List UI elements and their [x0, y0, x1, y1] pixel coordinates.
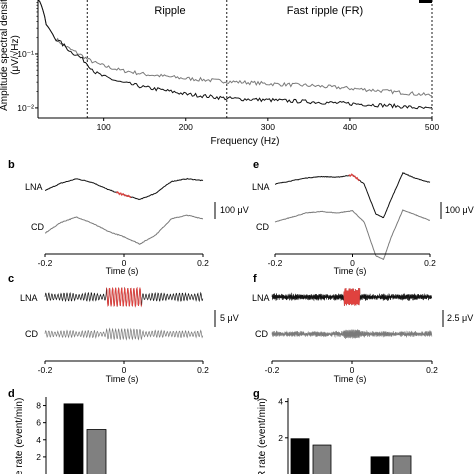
spectrum-line-cd: [37, 0, 433, 97]
time-tick-label: -0.2: [268, 258, 283, 268]
time-tick-label: 0: [122, 258, 127, 268]
panel-c-row-label-lna: LNA: [20, 293, 38, 303]
panel-d-ylabel: le rate (event/min): [14, 398, 25, 474]
panel-c-plot: -0.2 0 0.2: [38, 286, 209, 375]
rate-bar-cd: [86, 429, 107, 474]
spectrum-line-lna: [37, 0, 433, 110]
y-tick-label: 8: [36, 401, 41, 411]
panel-b-scale-label: 100 μV: [220, 205, 249, 215]
time-tick-label: 0: [350, 365, 355, 375]
x-tick-label: 400: [343, 122, 357, 132]
panel-b-average-ripple: b LNA CD -0.2 0 0.2 100 μV Time (s): [8, 159, 249, 276]
panel-f-label: f: [253, 273, 257, 285]
y-tick-label: 2: [278, 433, 283, 443]
detected-event-highlight: [348, 173, 360, 182]
panel-b-row-label-cd: CD: [31, 222, 44, 232]
average-trace-cd: [44, 214, 203, 245]
legend-fragment: [419, 0, 432, 3]
y-tick-label: 6: [36, 418, 41, 428]
filtered-trace-cd: [44, 327, 204, 341]
panel-e-scale-label: 100 μV: [445, 205, 474, 215]
time-tick-label: 0.2: [424, 258, 436, 268]
y-tick-label: 4: [278, 397, 283, 407]
panel-g-ylabel: R rate (event/min): [257, 398, 268, 474]
panel-a-ylabel-line1: Amplitude spectral densit: [0, 0, 10, 111]
panel-a-xlabel: Frequency (Hz): [211, 136, 280, 147]
time-tick-label: 0: [350, 258, 355, 268]
panel-e-row-label-cd: CD: [256, 222, 269, 232]
panel-g-label: g: [253, 388, 260, 400]
panel-f-row-label-lna: LNA: [252, 293, 270, 303]
panel-c-scale-label: 5 μV: [220, 313, 239, 323]
panel-e-average-fast-ripple: e LNA CD -0.2 0 0.2 100 μV Time (s): [252, 159, 474, 276]
panel-f-plot: -0.2 0 0.2: [265, 288, 438, 375]
panel-f-scale-label: 2.5 μV: [447, 313, 473, 323]
panel-e-label: e: [253, 159, 259, 171]
filtered-trace-cd: [271, 329, 433, 339]
panel-d-label: d: [8, 388, 15, 400]
y-tick-label: 10⁻¹: [17, 49, 34, 59]
panel-e-row-label-lna: LNA: [252, 182, 270, 192]
panel-b-label: b: [8, 159, 15, 171]
panel-c-xlabel: Time (s): [106, 374, 139, 384]
panel-f-filtered-fast-ripple: f LNA CD -0.2 0 0.2 2.5 μV Time (s): [252, 273, 473, 384]
panel-b-plot: -0.2 0 0.2: [38, 177, 209, 268]
band-label-ripple: Ripple: [154, 5, 185, 17]
average-trace-lna: [44, 177, 204, 201]
panel-a-ylabel: Amplitude spectral densit (μV/√Hz): [0, 0, 21, 111]
time-tick-label: -0.2: [265, 365, 280, 375]
x-tick-label: 200: [179, 122, 193, 132]
time-tick-label: -0.2: [38, 365, 53, 375]
panel-a-series: [37, 0, 433, 118]
panel-d-ripple-rate: d le rate (event/min) 2 4 6 8: [8, 388, 107, 474]
time-tick-label: 0.2: [426, 365, 438, 375]
panel-a-axes: 100 200 300 400 500 10⁻² 10⁻¹: [17, 0, 439, 132]
panel-b-xlabel: Time (s): [106, 266, 139, 276]
y-tick-label: 2: [36, 452, 41, 462]
panel-f-xlabel: Time (s): [334, 374, 367, 384]
y-tick-label: 10⁻²: [17, 103, 34, 113]
panel-e-plot: -0.2 0 0.2: [268, 172, 436, 268]
time-tick-label: 0.2: [197, 258, 209, 268]
x-tick-label: 100: [97, 122, 111, 132]
fr-rate-bar-group1-cd: [312, 444, 332, 474]
band-label-fast-ripple: Fast ripple (FR): [287, 5, 363, 17]
panel-c-label: c: [8, 273, 14, 285]
panel-g-fr-rate: g R rate (event/min) 24: [253, 388, 412, 474]
panel-c-row-label-cd: CD: [25, 329, 38, 339]
detected-event-highlight: [116, 190, 132, 199]
x-tick-label: 300: [261, 122, 275, 132]
panel-a-band-labels: Ripple Fast ripple (FR): [154, 5, 363, 17]
time-tick-label: 0: [122, 365, 127, 375]
time-tick-label: 0.2: [197, 365, 209, 375]
panel-g-plot: 24: [278, 397, 412, 474]
panel-d-plot: 2 4 6 8: [36, 397, 107, 474]
panel-a-spectrum: Amplitude spectral densit (μV/√Hz) Rippl…: [0, 0, 439, 147]
time-tick-label: -0.2: [38, 258, 53, 268]
panel-e-xlabel: Time (s): [334, 266, 367, 276]
panel-a-ylabel-line2: (μV/√Hz): [9, 35, 21, 75]
panel-f-row-label-cd: CD: [255, 329, 268, 339]
average-trace-cd: [274, 209, 431, 261]
panel-c-filtered-ripple: c LNA CD -0.2 0 0.2 5 μV Time (s): [8, 273, 239, 384]
y-tick-label: 4: [36, 435, 41, 445]
fr-rate-bar-group2-lna: [370, 456, 390, 474]
fr-rate-bar-group2-cd: [392, 455, 412, 474]
detected-event-highlight: [106, 286, 143, 308]
rate-bar-lna: [63, 403, 84, 474]
fr-rate-bar-group1-lna: [290, 438, 310, 474]
panel-b-row-label-lna: LNA: [25, 182, 43, 192]
detected-event-highlight: [343, 288, 361, 307]
x-tick-label: 500: [425, 122, 439, 132]
